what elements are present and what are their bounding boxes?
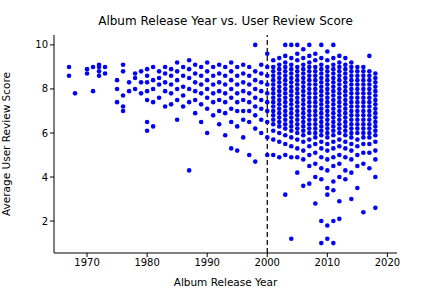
- svg-text:10: 10: [35, 39, 48, 50]
- svg-text:2000: 2000: [255, 257, 280, 268]
- svg-text:1980: 1980: [134, 257, 159, 268]
- svg-text:8: 8: [42, 83, 48, 94]
- svg-text:Average User Review Score: Average User Review Score: [8, 72, 12, 216]
- svg-text:4: 4: [42, 172, 48, 183]
- html-text:Album Release Year vs. User Re: Album Release Year vs. User Review Score: [98, 14, 353, 28]
- svg-text:1970: 1970: [74, 257, 99, 268]
- svg-text:2020: 2020: [375, 257, 400, 268]
- svg-text:Album Release Year: Album Release Year: [174, 276, 278, 288]
- svg-text:6: 6: [42, 128, 48, 139]
- svg-text:2010: 2010: [315, 257, 340, 268]
- svg-text:2: 2: [42, 216, 48, 227]
- svg-text:1990: 1990: [194, 257, 219, 268]
